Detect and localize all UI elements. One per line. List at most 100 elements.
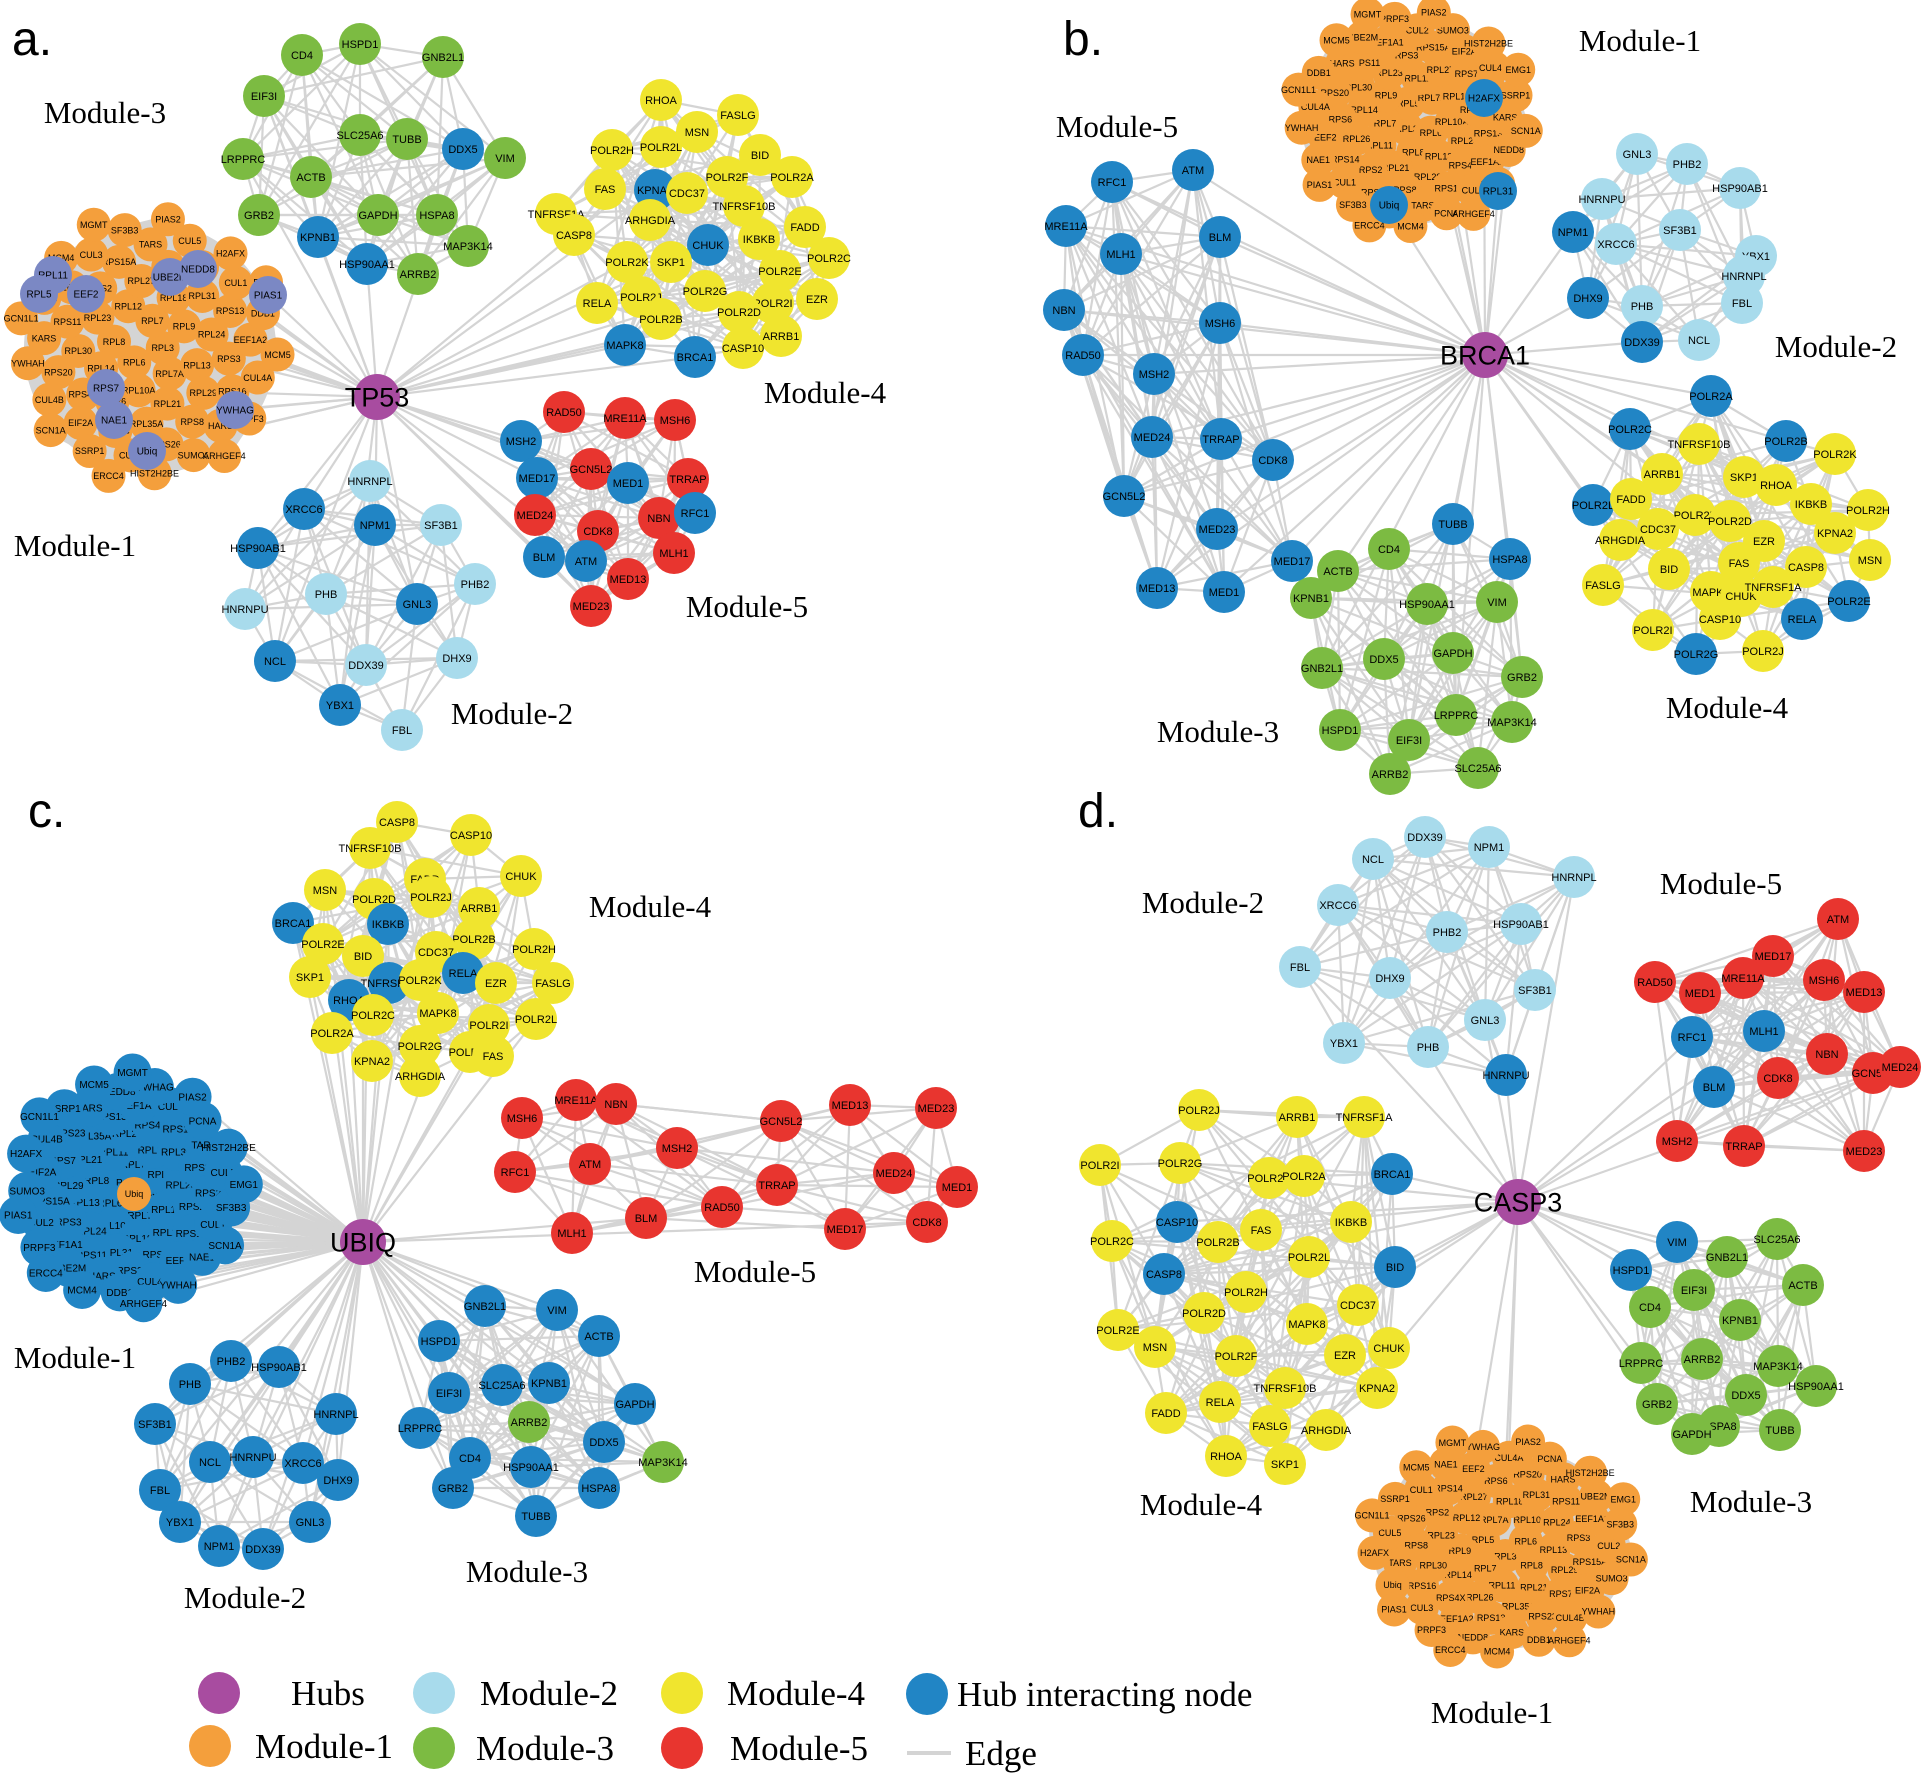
node-RPL27[interactable] — [124, 263, 159, 298]
node-HSP90AB1[interactable] — [258, 1346, 300, 1388]
node-DDX39[interactable] — [242, 1528, 284, 1570]
node-MED24[interactable] — [1879, 1046, 1921, 1088]
node-YWHAH[interactable] — [159, 1265, 198, 1304]
node-NPM1[interactable] — [354, 504, 396, 546]
node-XRCC6[interactable] — [1595, 223, 1637, 265]
node-POLR2J[interactable] — [1742, 630, 1784, 672]
node-HIST2H2BE[interactable] — [1573, 1455, 1608, 1490]
node-BRCA1[interactable] — [1371, 1153, 1413, 1195]
node-POLR2I[interactable] — [1079, 1144, 1121, 1186]
node-KPNB1[interactable] — [528, 1362, 570, 1404]
node-GCN5L2[interactable] — [1103, 475, 1145, 517]
node-POLR2J[interactable] — [410, 876, 452, 918]
node-POLR2H[interactable] — [513, 928, 555, 970]
node-LRPPRC[interactable] — [399, 1407, 441, 1449]
node-ARRB1[interactable] — [1276, 1096, 1318, 1138]
node-MED24[interactable] — [514, 494, 556, 536]
node-CUL1[interactable] — [218, 265, 253, 300]
node-MED17[interactable] — [516, 457, 558, 499]
node-POLR2J[interactable] — [1178, 1089, 1220, 1131]
node-RFC1[interactable] — [1671, 1016, 1713, 1058]
node-MED13[interactable] — [1843, 971, 1885, 1013]
node-EMG1[interactable] — [1501, 52, 1536, 87]
node-MCM4[interactable] — [1480, 1634, 1515, 1669]
node-ARRB2[interactable] — [508, 1401, 550, 1443]
node-MED17[interactable] — [1271, 540, 1313, 582]
node-ARHGDIA[interactable] — [399, 1055, 441, 1097]
node-GAPDH[interactable] — [357, 194, 399, 236]
node-KPNB1[interactable] — [1719, 1299, 1761, 1341]
node-YBX1[interactable] — [1323, 1022, 1365, 1064]
node-CD4[interactable] — [1629, 1286, 1671, 1328]
node-MRE11A[interactable] — [1722, 957, 1764, 999]
node-HSP90AA1[interactable] — [510, 1446, 552, 1488]
node-RPS16[interactable] — [1431, 171, 1466, 206]
node-DDX5[interactable] — [583, 1421, 625, 1463]
node-POLR2L[interactable] — [1288, 1236, 1330, 1278]
node-VIM[interactable] — [536, 1289, 578, 1331]
node-RPL30[interactable] — [61, 333, 96, 368]
node-SLC25A6[interactable] — [339, 114, 381, 156]
node-MSN[interactable] — [1849, 539, 1891, 581]
node-RELA[interactable] — [442, 952, 484, 994]
node-ACTB[interactable] — [1317, 550, 1359, 592]
node-PIAS2[interactable] — [1416, 0, 1451, 30]
node-RPL3[interactable] — [145, 331, 180, 365]
node-PIAS2[interactable] — [173, 1077, 212, 1116]
node-MCM5[interactable] — [260, 337, 295, 372]
node-HIST2H2BE[interactable] — [1471, 26, 1506, 61]
node-YWHAH[interactable] — [1284, 110, 1319, 145]
node-FASLG[interactable] — [1249, 1405, 1291, 1447]
node-ACTB[interactable] — [290, 156, 332, 198]
node-CASP10[interactable] — [1699, 598, 1741, 640]
node-PHB[interactable] — [1407, 1026, 1449, 1068]
node-NCL[interactable] — [189, 1441, 231, 1483]
node-TUBB[interactable] — [515, 1495, 557, 1537]
node-BLM[interactable] — [1693, 1066, 1735, 1108]
node-KPNB1[interactable] — [1290, 577, 1332, 619]
node-HSPD1[interactable] — [1610, 1249, 1652, 1291]
node-POLR2G[interactable] — [399, 1025, 441, 1067]
node-POLR2F[interactable] — [1215, 1335, 1257, 1377]
node-POLR2C[interactable] — [808, 237, 850, 279]
node-FAS[interactable] — [1718, 542, 1760, 584]
node-POLR2K[interactable] — [606, 241, 648, 283]
node-FADD[interactable] — [1145, 1392, 1187, 1434]
node-MCM5[interactable] — [1399, 1450, 1434, 1485]
node-POLR2B[interactable] — [453, 918, 495, 960]
node-ARRB1[interactable] — [1641, 453, 1683, 495]
node-RELA[interactable] — [1781, 598, 1823, 640]
node-NBN[interactable] — [1043, 289, 1085, 331]
node-NBN[interactable] — [1806, 1033, 1848, 1075]
node-SSRP1[interactable] — [1498, 78, 1533, 113]
node-CDK8[interactable] — [1252, 439, 1294, 481]
node-LRPPRC[interactable] — [222, 138, 264, 180]
node-LRPPRC[interactable] — [1620, 1342, 1662, 1384]
node-HSPA8[interactable] — [416, 194, 458, 236]
node-EZR[interactable] — [1324, 1334, 1366, 1376]
node-FAS[interactable] — [584, 168, 626, 210]
node-RFC1[interactable] — [494, 1151, 536, 1193]
node-FAS[interactable] — [1240, 1209, 1282, 1251]
node-POLR2A[interactable] — [771, 156, 813, 198]
node-POLR2A[interactable] — [1690, 375, 1732, 417]
node-SCN1A[interactable] — [33, 413, 68, 448]
node-MSN[interactable] — [304, 869, 346, 911]
node-BID[interactable] — [1648, 548, 1690, 590]
node-YWHAG[interactable] — [216, 391, 254, 429]
node-MRE11A[interactable] — [1045, 205, 1087, 247]
node-GAPDH[interactable] — [614, 1383, 656, 1425]
node-PCNA[interactable] — [1429, 196, 1464, 231]
node-H2AFX[interactable] — [213, 236, 248, 271]
node-MCM4[interactable] — [63, 1270, 102, 1309]
node-Ubiq[interactable] — [1370, 186, 1408, 224]
node-TARS[interactable] — [133, 227, 168, 262]
node-POLR2G[interactable] — [684, 270, 726, 312]
node-HSPD1[interactable] — [418, 1320, 460, 1362]
node-EMG1[interactable] — [224, 1165, 263, 1204]
node-FASLG[interactable] — [1582, 564, 1624, 606]
node-YWHAG[interactable] — [1466, 1429, 1501, 1464]
node-RPL5[interactable] — [20, 275, 58, 313]
node-FBL[interactable] — [1279, 946, 1321, 988]
node-NAE1[interactable] — [1301, 142, 1336, 177]
